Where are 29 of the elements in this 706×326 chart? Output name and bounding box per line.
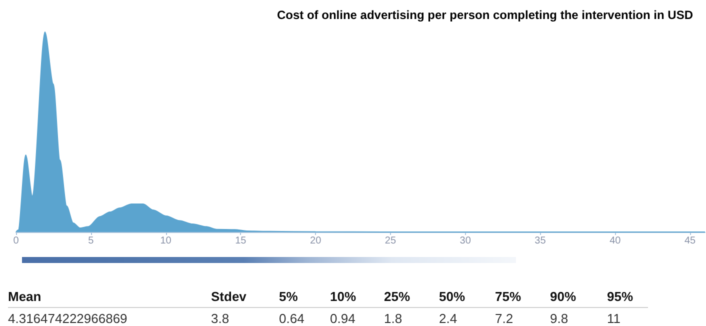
x-tick-label: 30 — [460, 236, 472, 246]
x-tick-label: 5 — [88, 236, 94, 246]
text: 11 — [607, 311, 620, 326]
text: 10% — [330, 289, 356, 304]
x-tick-label: 40 — [610, 236, 622, 246]
text: 50% — [439, 289, 466, 304]
chart-title: Cost of online advertising per person completing the intervention in USD — [276, 8, 694, 22]
text: 0.64 — [279, 311, 304, 326]
x-tick-label: 35 — [534, 236, 546, 246]
x-tick-label: 0 — [13, 236, 20, 246]
text: 3.8 — [211, 311, 230, 326]
text: Mean — [8, 289, 42, 304]
x-tick-label: 25 — [384, 236, 396, 246]
text: 25% — [384, 289, 410, 304]
x-tick-label: 15 — [235, 236, 247, 246]
x-tick-label: 45 — [684, 236, 696, 246]
text: 9.8 — [550, 311, 568, 326]
x-tick-label: 20 — [310, 236, 322, 246]
text: 1.8 — [384, 311, 402, 326]
text: 4.316474222966869 — [8, 311, 128, 326]
text: 2.4 — [439, 311, 458, 326]
x-tick-label: 10 — [160, 236, 172, 246]
text: 95% — [607, 289, 634, 304]
text: 7.2 — [495, 311, 514, 326]
text: 5% — [279, 289, 298, 304]
text: Stdev — [211, 289, 246, 304]
text: 90% — [550, 289, 576, 304]
text: 75% — [495, 289, 522, 304]
text: 0.94 — [330, 311, 356, 326]
